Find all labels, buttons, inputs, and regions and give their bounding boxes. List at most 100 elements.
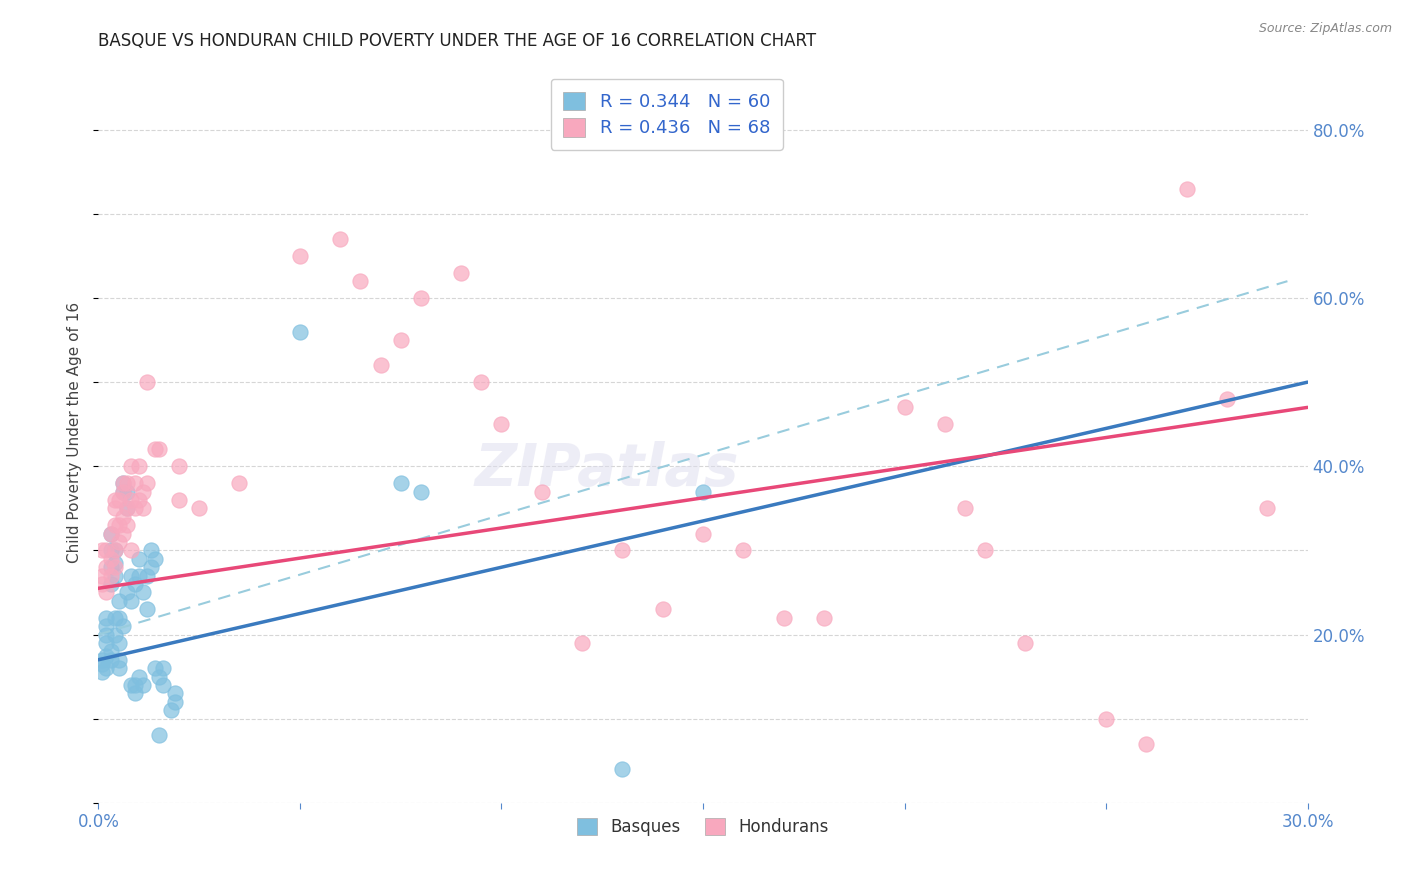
Point (470, 375, 492, 389)
Point (103, 556, 125, 570)
Point (91, 665, 114, 680)
Point (111, 476, 134, 491)
Point (100, 551, 122, 566)
Point (612, 543, 634, 558)
Point (128, 670, 150, 684)
Point (100, 543, 122, 558)
Point (96, 636, 118, 650)
Point (115, 518, 138, 533)
Point (152, 678, 174, 692)
Point (409, 484, 432, 499)
Point (228, 476, 250, 491)
Point (107, 492, 129, 507)
Point (772, 610, 794, 624)
Point (96, 627, 118, 641)
Point (692, 484, 714, 499)
Point (143, 442, 166, 457)
Point (124, 476, 146, 491)
Point (103, 560, 125, 574)
Point (107, 610, 129, 624)
Point (132, 484, 155, 499)
Point (100, 526, 122, 541)
Point (1216, 392, 1239, 406)
Point (135, 568, 157, 582)
Point (100, 568, 122, 582)
Text: Source: ZipAtlas.com: Source: ZipAtlas.com (1258, 22, 1392, 36)
Point (893, 401, 915, 415)
Point (103, 627, 125, 641)
Point (96, 560, 118, 574)
Point (148, 442, 170, 457)
Point (167, 459, 190, 474)
Point (1095, 712, 1118, 726)
Point (1256, 501, 1278, 516)
Point (124, 501, 146, 516)
Point (152, 661, 174, 675)
Point (148, 729, 170, 743)
Point (389, 333, 412, 347)
Point (612, 762, 634, 776)
Point (124, 678, 146, 692)
Point (934, 417, 956, 432)
Point (143, 661, 166, 675)
Point (651, 602, 673, 616)
Point (1014, 636, 1036, 650)
Point (96, 610, 118, 624)
Point (1175, 181, 1198, 195)
Text: BASQUE VS HONDURAN CHILD POVERTY UNDER THE AGE OF 16 CORRELATION CHART: BASQUE VS HONDURAN CHILD POVERTY UNDER T… (98, 32, 817, 50)
Point (111, 509, 134, 524)
Point (288, 249, 311, 263)
Point (128, 459, 150, 474)
Point (103, 543, 125, 558)
Point (111, 484, 134, 499)
Point (111, 484, 134, 499)
Point (953, 501, 976, 516)
Point (100, 577, 122, 591)
Point (120, 594, 142, 608)
Point (107, 661, 129, 675)
Point (103, 568, 125, 582)
Point (128, 568, 150, 582)
Point (491, 417, 513, 432)
Point (450, 266, 472, 280)
Point (120, 459, 142, 474)
Point (103, 543, 125, 558)
Point (974, 543, 997, 558)
Point (188, 501, 211, 516)
Point (139, 543, 162, 558)
Point (167, 492, 190, 507)
Point (160, 703, 183, 717)
Point (111, 526, 134, 541)
Point (100, 644, 122, 658)
Point (107, 653, 129, 667)
Point (91, 657, 114, 671)
Point (120, 492, 142, 507)
Point (103, 492, 125, 507)
Point (370, 359, 392, 373)
Point (111, 619, 134, 633)
Point (96, 661, 118, 675)
Point (115, 501, 138, 516)
Point (115, 476, 138, 491)
Point (148, 670, 170, 684)
Y-axis label: Child Poverty Under the Age of 16: Child Poverty Under the Age of 16 (67, 302, 83, 563)
Point (135, 602, 157, 616)
Point (107, 594, 129, 608)
Point (128, 551, 150, 566)
Point (107, 636, 129, 650)
Point (107, 518, 129, 533)
Point (132, 501, 155, 516)
Point (115, 585, 138, 599)
Point (103, 501, 125, 516)
Point (120, 543, 142, 558)
Point (124, 577, 146, 591)
Point (124, 686, 146, 700)
Point (100, 560, 122, 574)
Point (349, 274, 371, 288)
Point (100, 526, 122, 541)
Point (692, 526, 714, 541)
Point (103, 518, 125, 533)
Point (329, 232, 352, 246)
Point (111, 476, 134, 491)
Point (288, 325, 311, 339)
